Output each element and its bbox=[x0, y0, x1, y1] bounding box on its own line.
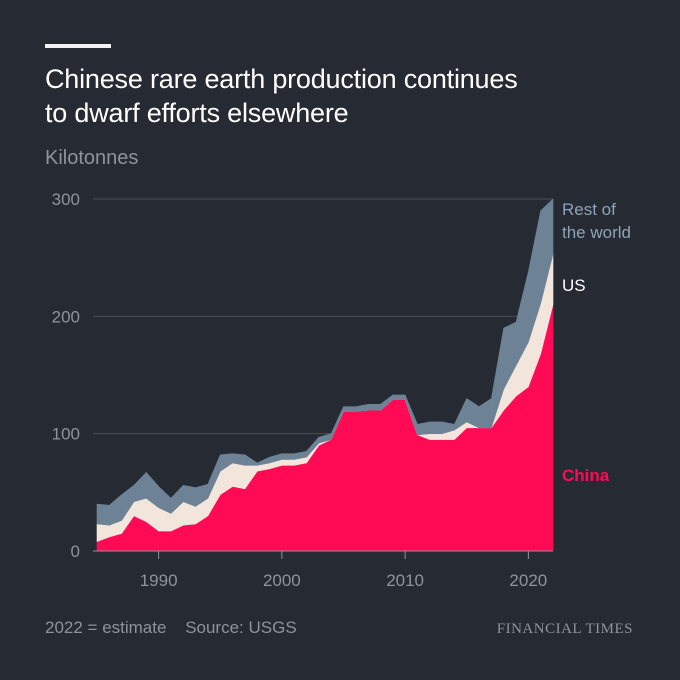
estimate-note: 2022 = estimate bbox=[45, 618, 167, 637]
y-tick-label-300: 300 bbox=[52, 190, 80, 209]
y-tick-label-0: 0 bbox=[71, 542, 80, 561]
header-rule bbox=[45, 44, 111, 48]
footnote: 2022 = estimate Source: USGS bbox=[45, 618, 297, 638]
series-label-us: US bbox=[562, 276, 586, 295]
chart-title-line-1: Chinese rare earth production continues bbox=[45, 64, 518, 94]
chart-title: Chinese rare earth production continues … bbox=[45, 62, 645, 130]
series-label-rest-of-the-world: Rest of the world bbox=[562, 200, 631, 242]
series-label-china: China bbox=[562, 466, 610, 485]
y-tick-label-100: 100 bbox=[52, 425, 80, 444]
y-axis-unit-label: Kilotonnes bbox=[45, 147, 139, 169]
x-tick-label-2010: 2010 bbox=[386, 571, 424, 590]
y-tick-label-200: 200 bbox=[52, 307, 80, 326]
x-tick-label-2000: 2000 bbox=[263, 571, 301, 590]
publisher-logo: FINANCIAL TIMES bbox=[496, 621, 633, 637]
source-note: Source: USGS bbox=[185, 618, 297, 637]
area-rest-of-the-world bbox=[96, 198, 554, 526]
x-tick-label-1990: 1990 bbox=[140, 571, 178, 590]
chart-title-line-2: to dwarf efforts elsewhere bbox=[45, 98, 349, 128]
x-tick-label-2020: 2020 bbox=[509, 571, 547, 590]
